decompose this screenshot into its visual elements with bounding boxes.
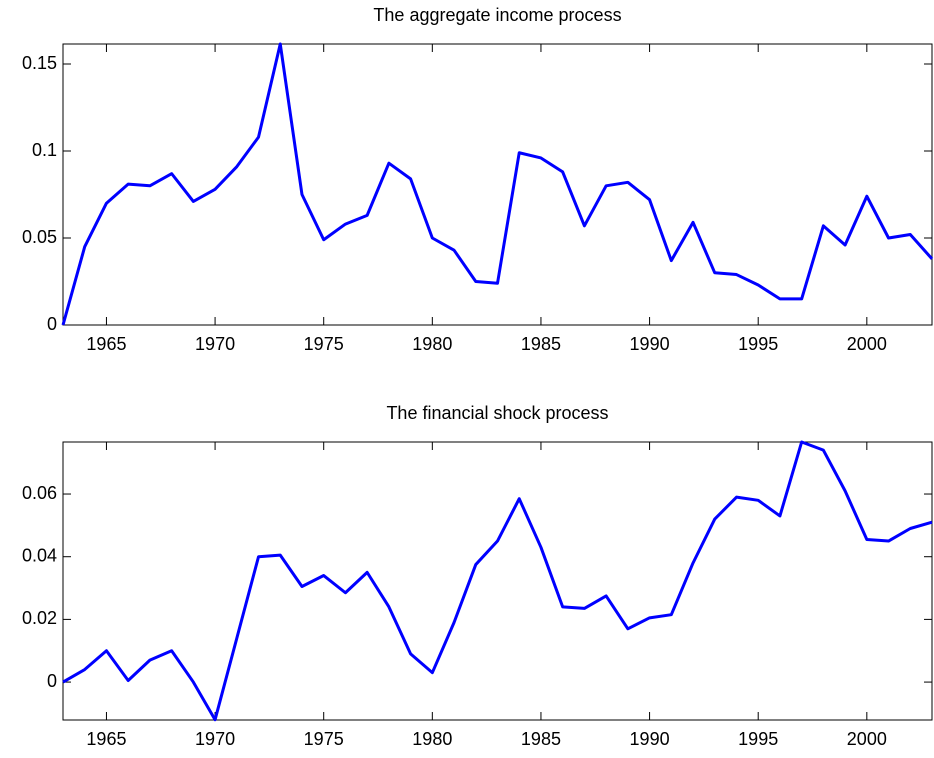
y-tick-label: 0.04 (22, 545, 57, 565)
y-tick-label: 0.1 (32, 140, 57, 160)
axes-box (62, 43, 933, 326)
y-tick-label: 0 (47, 314, 57, 334)
axes-box (62, 441, 933, 721)
x-tick-label: 2000 (847, 729, 887, 749)
x-tick-label: 1970 (195, 729, 235, 749)
x-tick-label: 1975 (304, 729, 344, 749)
x-tick-label: 1970 (195, 334, 235, 354)
x-tick-label: 1975 (304, 334, 344, 354)
x-tick-label: 1985 (521, 334, 561, 354)
x-tick-label: 1990 (630, 334, 670, 354)
y-tick-label: 0.02 (22, 608, 57, 628)
line-series (61, 42, 934, 326)
x-tick-label: 2000 (847, 334, 887, 354)
y-tick-label: 0.15 (22, 53, 57, 73)
x-tick-label: 1995 (738, 729, 778, 749)
chart-title: The aggregate income process (373, 5, 621, 25)
y-tick-label: 0.06 (22, 483, 57, 503)
x-tick-label: 1965 (86, 334, 126, 354)
x-tick-label: 1985 (521, 729, 561, 749)
x-tick-label: 1980 (412, 334, 452, 354)
y-tick-label: 0.05 (22, 227, 57, 247)
chart-title: The financial shock process (386, 403, 608, 423)
x-tick-label: 1980 (412, 729, 452, 749)
x-tick-label: 1965 (86, 729, 126, 749)
x-tick-label: 1995 (738, 334, 778, 354)
y-tick-label: 0 (47, 671, 57, 691)
line-series (62, 440, 933, 722)
x-tick-label: 1990 (630, 729, 670, 749)
